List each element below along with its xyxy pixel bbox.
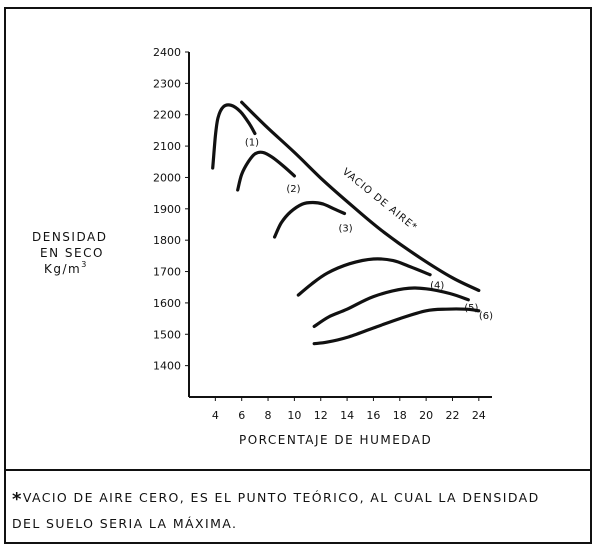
y-tick-label-1600: 1600	[153, 297, 181, 310]
zero-air-voids-curve	[240, 100, 481, 292]
compaction-curve-4	[296, 257, 432, 297]
x-tick-label-24: 24	[472, 409, 486, 422]
x-tick-label-6: 6	[238, 409, 245, 422]
y-axis-unit: Kg/m	[44, 262, 81, 276]
y-tick-label-2300: 2300	[153, 77, 181, 90]
curve-label-3: (3)	[338, 224, 352, 235]
x-tick-label-4: 4	[212, 409, 219, 422]
footnote: *VACIO DE AIRE CERO, ES EL PUNTO TEÓRICO…	[12, 486, 584, 536]
y-tick-label-1400: 1400	[153, 360, 181, 373]
y-tick-label-2400: 2400	[153, 46, 181, 59]
curve-label-4: (4)	[430, 281, 444, 292]
footnote-asterisk: *	[12, 489, 23, 510]
x-tick-label-12: 12	[314, 409, 328, 422]
compaction-chart: 1400 1500 1600 1700 1800 1900 2000 2100 2200 2300…	[32, 46, 493, 447]
y-tick-label-2100: 2100	[153, 140, 181, 153]
y-tick-label-1700: 1700	[153, 266, 181, 279]
y-tick-label-1500: 1500	[153, 328, 181, 341]
curve-label-5: (5)	[464, 303, 478, 314]
x-tick-label-20: 20	[419, 409, 433, 422]
compaction-curve-1	[211, 103, 257, 170]
compaction-curve-6	[312, 307, 481, 346]
x-axis-label: PORCENTAJE DE HUMEDAD	[239, 433, 432, 447]
compaction-curve-2	[236, 150, 296, 192]
y-tick-labels: 1400 1500 1600 1700 1800 1900 2000 2100 2200 2300…	[153, 46, 181, 373]
footnote-line-2: DEL SUELO SERIA LA MÁXIMA.	[12, 516, 238, 531]
chart-curves	[211, 100, 481, 346]
y-tick-label-1900: 1900	[153, 203, 181, 216]
y-axis-label-line1: DENSIDAD	[32, 230, 107, 244]
y-axis-label-line2: EN SECO	[40, 246, 104, 260]
x-tick-label-14: 14	[340, 409, 354, 422]
compaction-curve-3	[273, 200, 347, 239]
y-tick-label-1800: 1800	[153, 234, 181, 247]
x-tick-label-18: 18	[393, 409, 407, 422]
curve-label-2: (2)	[286, 184, 300, 195]
x-tick-label-22: 22	[445, 409, 459, 422]
x-tick-label-10: 10	[287, 409, 301, 422]
chart-axes	[185, 51, 492, 401]
y-tick-label-2000: 2000	[153, 171, 181, 184]
y-axis-label-line3: Kg/m3	[44, 260, 88, 276]
y-axis-unit-superscript: 3	[81, 260, 88, 269]
y-tick-label-2200: 2200	[153, 109, 181, 122]
x-tick-label-8: 8	[265, 409, 272, 422]
curve-label-6: (6)	[479, 311, 493, 322]
x-tick-labels: 4 6 8 10 12 14 16 18 20 22 24	[212, 409, 486, 422]
curve-label-1: (1)	[245, 138, 259, 149]
compaction-curve-5	[312, 286, 470, 328]
footnote-divider	[4, 469, 592, 471]
x-tick-label-16: 16	[366, 409, 380, 422]
figure-frame	[4, 7, 592, 544]
footnote-line-1: VACIO DE AIRE CERO, ES EL PUNTO TEÓRICO,…	[22, 490, 540, 505]
